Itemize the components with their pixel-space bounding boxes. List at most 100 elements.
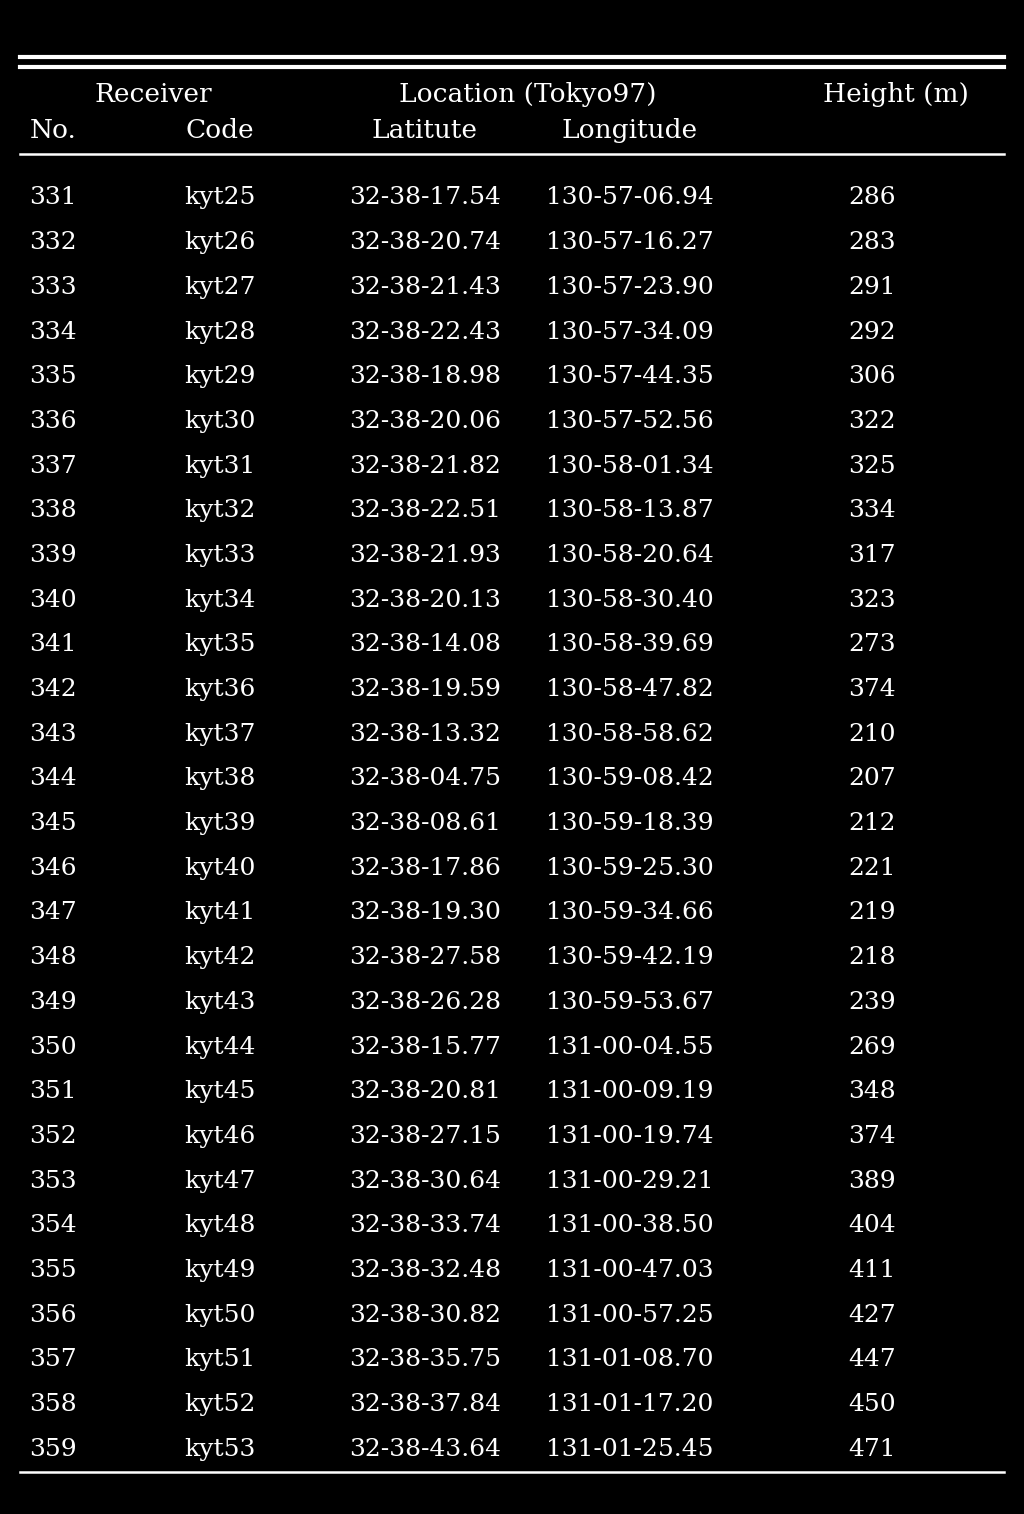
- Text: 130-59-08.42: 130-59-08.42: [546, 768, 714, 790]
- Text: 130-59-18.39: 130-59-18.39: [546, 812, 714, 836]
- Text: 32-38-21.93: 32-38-21.93: [349, 544, 501, 566]
- Text: 131-00-19.74: 131-00-19.74: [546, 1125, 714, 1148]
- Text: 221: 221: [849, 857, 896, 880]
- Text: 322: 322: [848, 410, 896, 433]
- Text: 130-57-06.94: 130-57-06.94: [546, 186, 714, 209]
- Text: 131-01-25.45: 131-01-25.45: [546, 1438, 714, 1461]
- Text: 130-57-52.56: 130-57-52.56: [546, 410, 714, 433]
- Text: kyt25: kyt25: [184, 186, 256, 209]
- Text: 341: 341: [30, 633, 77, 657]
- Text: 404: 404: [848, 1214, 896, 1237]
- Text: 130-59-34.66: 130-59-34.66: [546, 901, 714, 925]
- Text: 350: 350: [29, 1036, 77, 1058]
- Text: 32-38-35.75: 32-38-35.75: [349, 1349, 501, 1372]
- Text: No.: No.: [30, 118, 77, 144]
- Text: kyt46: kyt46: [184, 1125, 256, 1148]
- Text: kyt32: kyt32: [184, 500, 256, 522]
- Text: 352: 352: [29, 1125, 77, 1148]
- Text: 131-01-17.20: 131-01-17.20: [546, 1393, 714, 1416]
- Text: Receiver: Receiver: [95, 82, 212, 107]
- Text: 292: 292: [848, 321, 896, 344]
- Text: 130-57-23.90: 130-57-23.90: [546, 276, 714, 298]
- Text: 32-38-30.82: 32-38-30.82: [349, 1304, 501, 1326]
- Text: 239: 239: [848, 990, 896, 1014]
- Text: 130-59-53.67: 130-59-53.67: [546, 990, 714, 1014]
- Text: 130-57-34.09: 130-57-34.09: [546, 321, 714, 344]
- Text: kyt48: kyt48: [184, 1214, 256, 1237]
- Text: 130-57-16.27: 130-57-16.27: [546, 232, 714, 254]
- Text: 340: 340: [29, 589, 77, 612]
- Text: 291: 291: [849, 276, 896, 298]
- Text: 219: 219: [849, 901, 896, 925]
- Text: 212: 212: [849, 812, 896, 836]
- Text: 210: 210: [849, 722, 896, 746]
- Text: kyt28: kyt28: [184, 321, 256, 344]
- Text: Longitude: Longitude: [562, 118, 697, 144]
- Text: 334: 334: [848, 500, 896, 522]
- Text: 32-38-18.98: 32-38-18.98: [349, 365, 501, 388]
- Text: kyt38: kyt38: [184, 768, 256, 790]
- Text: kyt36: kyt36: [184, 678, 256, 701]
- Text: 131-00-57.25: 131-00-57.25: [546, 1304, 714, 1326]
- Text: 130-58-58.62: 130-58-58.62: [546, 722, 714, 746]
- Text: 355: 355: [29, 1260, 77, 1282]
- Text: 32-38-08.61: 32-38-08.61: [349, 812, 501, 836]
- Text: kyt40: kyt40: [184, 857, 256, 880]
- Text: kyt52: kyt52: [184, 1393, 256, 1416]
- Text: 131-00-29.21: 131-00-29.21: [546, 1170, 714, 1193]
- Text: 32-38-13.32: 32-38-13.32: [349, 722, 501, 746]
- Text: 354: 354: [29, 1214, 77, 1237]
- Text: 32-38-22.43: 32-38-22.43: [349, 321, 501, 344]
- Text: 348: 348: [29, 946, 77, 969]
- Text: 345: 345: [29, 812, 77, 836]
- Text: 32-38-21.82: 32-38-21.82: [349, 454, 501, 477]
- Text: 325: 325: [848, 454, 896, 477]
- Text: 130-58-30.40: 130-58-30.40: [546, 589, 714, 612]
- Text: 359: 359: [29, 1438, 77, 1461]
- Text: 32-38-26.28: 32-38-26.28: [349, 990, 501, 1014]
- Text: 32-38-19.30: 32-38-19.30: [349, 901, 501, 925]
- Text: kyt39: kyt39: [184, 812, 256, 836]
- Text: 130-59-42.19: 130-59-42.19: [546, 946, 714, 969]
- Text: 130-58-01.34: 130-58-01.34: [546, 454, 714, 477]
- Text: 331: 331: [30, 186, 77, 209]
- Text: kyt41: kyt41: [184, 901, 256, 925]
- Text: 130-59-25.30: 130-59-25.30: [546, 857, 714, 880]
- Text: 32-38-22.51: 32-38-22.51: [349, 500, 501, 522]
- Text: 32-38-30.64: 32-38-30.64: [349, 1170, 501, 1193]
- Text: 450: 450: [848, 1393, 896, 1416]
- Text: 334: 334: [29, 321, 77, 344]
- Text: kyt43: kyt43: [184, 990, 256, 1014]
- Text: 343: 343: [29, 722, 77, 746]
- Text: kyt44: kyt44: [184, 1036, 256, 1058]
- Text: kyt33: kyt33: [184, 544, 256, 566]
- Text: 32-38-20.81: 32-38-20.81: [349, 1081, 501, 1104]
- Text: kyt29: kyt29: [184, 365, 256, 388]
- Text: kyt53: kyt53: [184, 1438, 256, 1461]
- Text: 32-38-27.58: 32-38-27.58: [349, 946, 501, 969]
- Text: 130-57-44.35: 130-57-44.35: [546, 365, 714, 388]
- Text: kyt34: kyt34: [184, 589, 256, 612]
- Text: 374: 374: [848, 678, 896, 701]
- Text: kyt30: kyt30: [184, 410, 256, 433]
- Text: 333: 333: [29, 276, 77, 298]
- Text: 335: 335: [29, 365, 77, 388]
- Text: 131-00-38.50: 131-00-38.50: [546, 1214, 714, 1237]
- Text: 427: 427: [848, 1304, 896, 1326]
- Text: 351: 351: [30, 1081, 77, 1104]
- Text: 411: 411: [849, 1260, 896, 1282]
- Text: 349: 349: [29, 990, 77, 1014]
- Text: 32-38-27.15: 32-38-27.15: [349, 1125, 501, 1148]
- Text: kyt31: kyt31: [184, 454, 256, 477]
- Text: 32-38-04.75: 32-38-04.75: [349, 768, 501, 790]
- Text: kyt27: kyt27: [184, 276, 256, 298]
- Text: kyt35: kyt35: [184, 633, 256, 657]
- Text: 374: 374: [848, 1125, 896, 1148]
- Text: 357: 357: [29, 1349, 77, 1372]
- Text: 356: 356: [29, 1304, 77, 1326]
- Text: 337: 337: [29, 454, 77, 477]
- Text: 32-38-19.59: 32-38-19.59: [349, 678, 501, 701]
- Text: 207: 207: [848, 768, 896, 790]
- Text: 306: 306: [848, 365, 896, 388]
- Text: 32-38-14.08: 32-38-14.08: [349, 633, 501, 657]
